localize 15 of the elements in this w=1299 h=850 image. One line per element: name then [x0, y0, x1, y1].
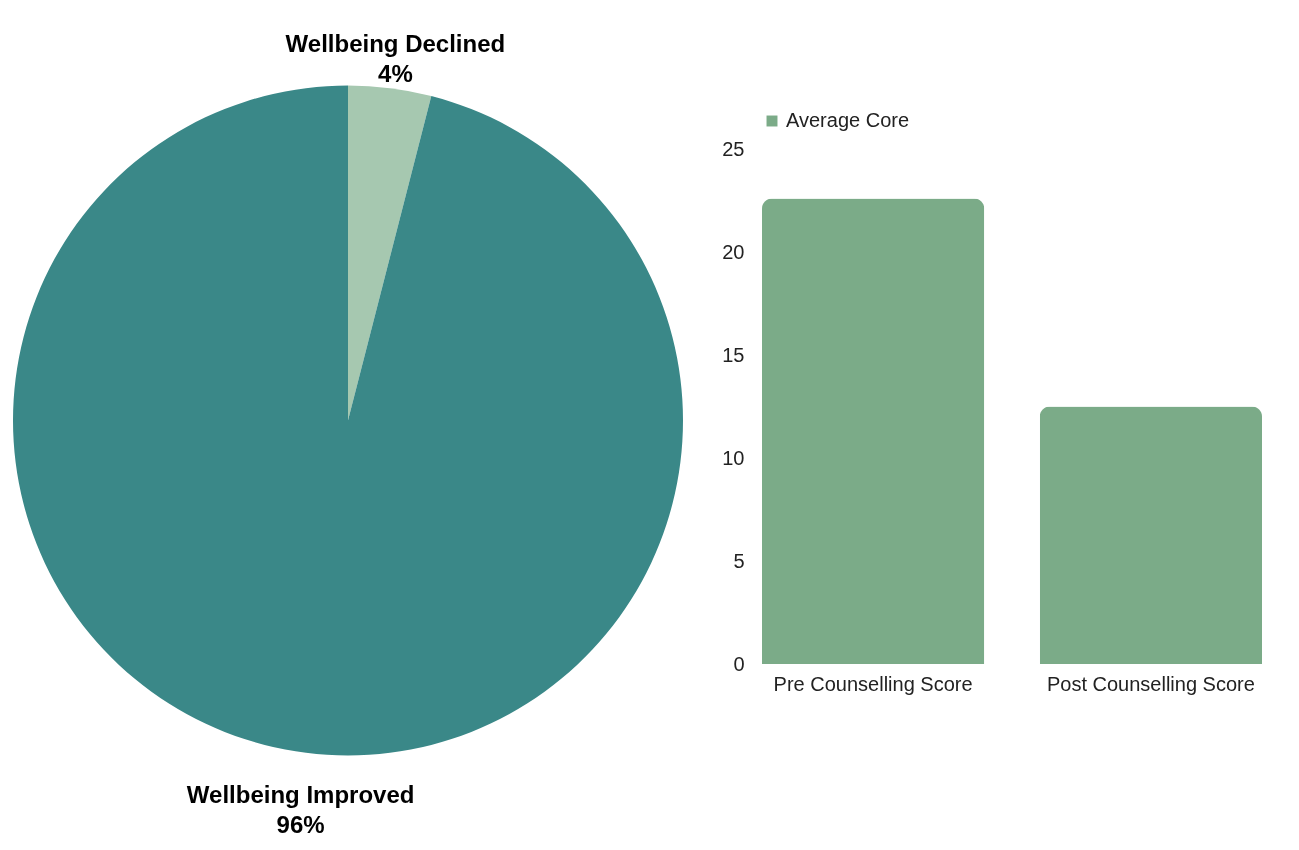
y-tick-label: 0 [733, 652, 745, 675]
x-tick-label: Post Counselling Score [1046, 672, 1255, 695]
y-tick-label: 25 [722, 137, 745, 160]
y-tick-label: 10 [722, 446, 745, 469]
x-tick-label: Pre Counselling Score [773, 672, 973, 695]
pie-slice [348, 85, 432, 421]
slice-label: Wellbeing Improved [186, 780, 415, 808]
y-tick-label: 5 [733, 549, 745, 572]
y-tick-label: 15 [722, 343, 745, 366]
slice-label: Wellbeing Declined [285, 30, 506, 58]
pie-slice [13, 85, 683, 755]
y-tick-label: 20 [722, 240, 745, 263]
data-label: 4% [378, 60, 413, 88]
data-label: 96% [276, 810, 325, 838]
legend-label: Average Core [786, 109, 910, 131]
